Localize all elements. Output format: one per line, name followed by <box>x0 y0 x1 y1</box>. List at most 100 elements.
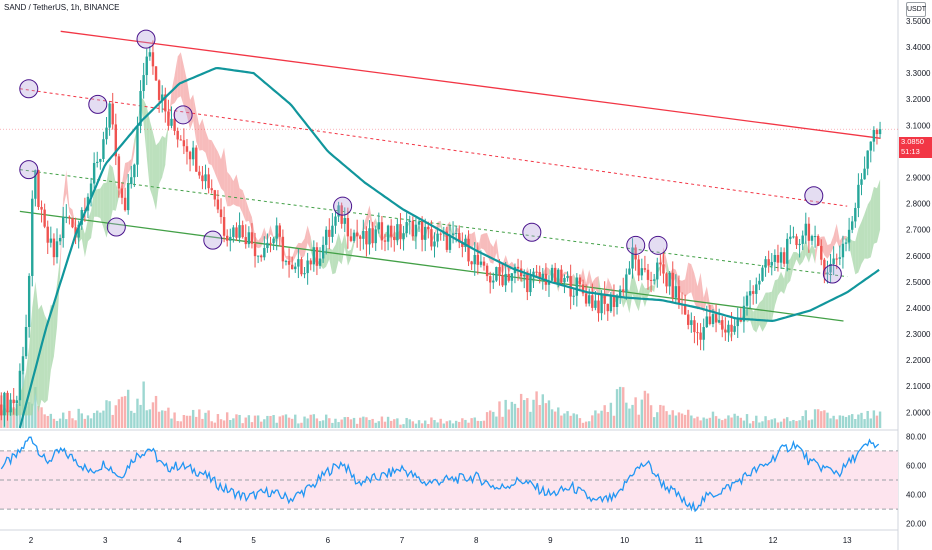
candle-body <box>290 264 294 270</box>
candle-body <box>606 303 609 312</box>
candle-body <box>99 159 102 162</box>
cloud-segment <box>267 225 271 241</box>
volume-bar <box>454 420 458 428</box>
candle-body <box>188 151 192 160</box>
pivot-circle <box>19 79 39 99</box>
cloud-segment <box>375 218 379 237</box>
candle-body <box>612 295 616 307</box>
cloud-segment <box>511 261 515 268</box>
candle-body <box>176 130 179 140</box>
ma-line <box>18 66 880 429</box>
pivot-circles <box>19 29 842 284</box>
candle-body <box>0 404 3 416</box>
volume-bar <box>188 415 192 428</box>
time-tick-label: 8 <box>474 536 479 545</box>
candle-body <box>810 236 814 241</box>
volume-bar <box>315 418 319 428</box>
candle-body <box>516 266 520 269</box>
volume-bar <box>427 424 430 428</box>
candle-body <box>597 300 600 314</box>
cloud-segment <box>644 287 648 307</box>
candle-body <box>730 324 733 332</box>
candle-body <box>325 229 328 245</box>
cloud-segment <box>251 217 255 246</box>
volume-bar <box>201 418 204 428</box>
candle-body <box>136 126 139 165</box>
candle-body <box>776 254 780 263</box>
volume-bar <box>371 418 374 428</box>
cloud-segment <box>434 222 438 238</box>
volume-bar <box>544 403 548 428</box>
candle-body <box>96 161 99 163</box>
cloud-segment <box>836 223 840 249</box>
volume-bar <box>751 421 755 428</box>
candle-body <box>167 111 170 126</box>
time-tick-label: 6 <box>326 536 331 545</box>
candle-body <box>671 272 674 298</box>
candle-body <box>584 293 588 304</box>
volume-bar <box>445 421 449 428</box>
candle-body <box>126 184 130 211</box>
cloud-segment <box>781 271 785 294</box>
candle-body <box>832 258 835 264</box>
candle-body <box>823 259 826 275</box>
cloud-segment <box>351 238 355 259</box>
volume-bar <box>680 413 684 428</box>
volume-bar <box>816 409 820 428</box>
cloud-segment <box>545 266 549 276</box>
cloud-segment <box>762 292 766 332</box>
cloud-segment <box>505 255 509 273</box>
candle-body <box>65 216 68 218</box>
volume-bar <box>464 419 467 428</box>
volume-bar <box>46 415 49 428</box>
candle-body <box>652 279 656 281</box>
volume-bar <box>179 421 182 428</box>
volume-bar <box>318 421 322 428</box>
candle-body <box>383 240 387 242</box>
volume-bar <box>154 395 158 428</box>
candle-body <box>609 295 613 312</box>
volume-bar <box>161 410 164 428</box>
price-tick-label: 2.8000 <box>906 200 931 209</box>
volume-bar <box>321 420 325 428</box>
candle-body <box>674 286 678 298</box>
candle-body <box>829 263 832 273</box>
volume-bar <box>779 421 783 428</box>
cloud-segment <box>635 281 639 312</box>
candle-body <box>479 261 483 265</box>
candle-body <box>690 320 693 325</box>
candle-body <box>340 205 343 224</box>
volume-bar <box>628 408 631 428</box>
candle-body <box>49 238 53 243</box>
volume-bar <box>340 419 343 428</box>
price-tick-label: 3.2000 <box>906 95 931 104</box>
currency-badge[interactable]: USDT <box>906 2 926 17</box>
volume-bar <box>133 412 136 428</box>
volume-bar <box>578 418 582 428</box>
volume-bar <box>835 419 838 428</box>
price-tick-label: 3.1000 <box>906 121 931 130</box>
volume-bar <box>250 422 254 428</box>
cloud-segment <box>159 135 163 185</box>
candle-body <box>844 242 848 244</box>
volume-bar <box>733 413 736 428</box>
candle-body <box>179 139 182 141</box>
volume-bar <box>420 423 424 428</box>
volume-bar <box>557 407 560 428</box>
candle-body <box>696 332 699 334</box>
cloud-segment <box>542 266 546 276</box>
volume-bar <box>687 409 690 428</box>
cloud-segment <box>694 273 698 310</box>
volume-bar <box>334 418 337 428</box>
candle-body <box>529 276 532 293</box>
cloud-segment <box>146 106 150 189</box>
candle-body <box>287 260 291 265</box>
volume-bar <box>328 418 331 428</box>
candle-body <box>393 236 396 241</box>
volume-bar <box>618 386 622 428</box>
candle-body <box>216 199 220 210</box>
candle-body <box>46 226 49 243</box>
candle-body <box>523 274 526 277</box>
volume-bar <box>170 418 173 428</box>
